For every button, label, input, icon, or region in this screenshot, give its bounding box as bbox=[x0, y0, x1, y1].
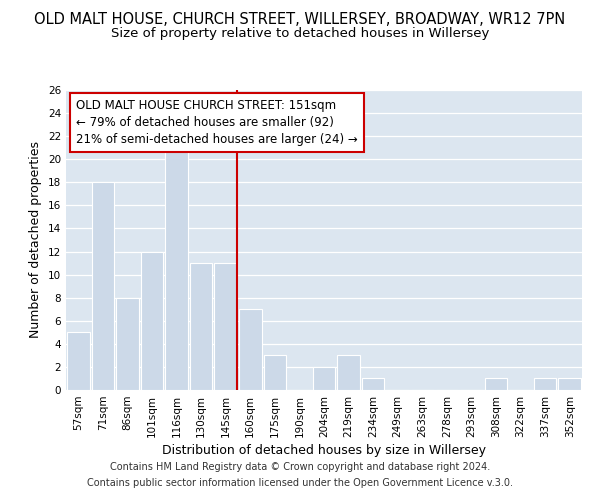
X-axis label: Distribution of detached houses by size in Willersey: Distribution of detached houses by size … bbox=[162, 444, 486, 457]
Bar bbox=[559, 378, 581, 390]
Bar bbox=[263, 356, 286, 390]
Text: Size of property relative to detached houses in Willersey: Size of property relative to detached ho… bbox=[111, 28, 489, 40]
Bar bbox=[190, 263, 212, 390]
Bar bbox=[485, 378, 508, 390]
Text: OLD MALT HOUSE CHURCH STREET: 151sqm
← 79% of detached houses are smaller (92)
2: OLD MALT HOUSE CHURCH STREET: 151sqm ← 7… bbox=[76, 99, 358, 146]
Text: OLD MALT HOUSE, CHURCH STREET, WILLERSEY, BROADWAY, WR12 7PN: OLD MALT HOUSE, CHURCH STREET, WILLERSEY… bbox=[34, 12, 566, 28]
Bar bbox=[534, 378, 556, 390]
Bar bbox=[239, 309, 262, 390]
Text: Contains public sector information licensed under the Open Government Licence v.: Contains public sector information licen… bbox=[87, 478, 513, 488]
Bar bbox=[214, 263, 237, 390]
Bar bbox=[116, 298, 139, 390]
Bar bbox=[67, 332, 89, 390]
Bar bbox=[337, 356, 360, 390]
Bar bbox=[165, 136, 188, 390]
Bar bbox=[92, 182, 114, 390]
Bar bbox=[313, 367, 335, 390]
Bar bbox=[362, 378, 385, 390]
Bar bbox=[140, 252, 163, 390]
Y-axis label: Number of detached properties: Number of detached properties bbox=[29, 142, 43, 338]
Text: Contains HM Land Registry data © Crown copyright and database right 2024.: Contains HM Land Registry data © Crown c… bbox=[110, 462, 490, 472]
